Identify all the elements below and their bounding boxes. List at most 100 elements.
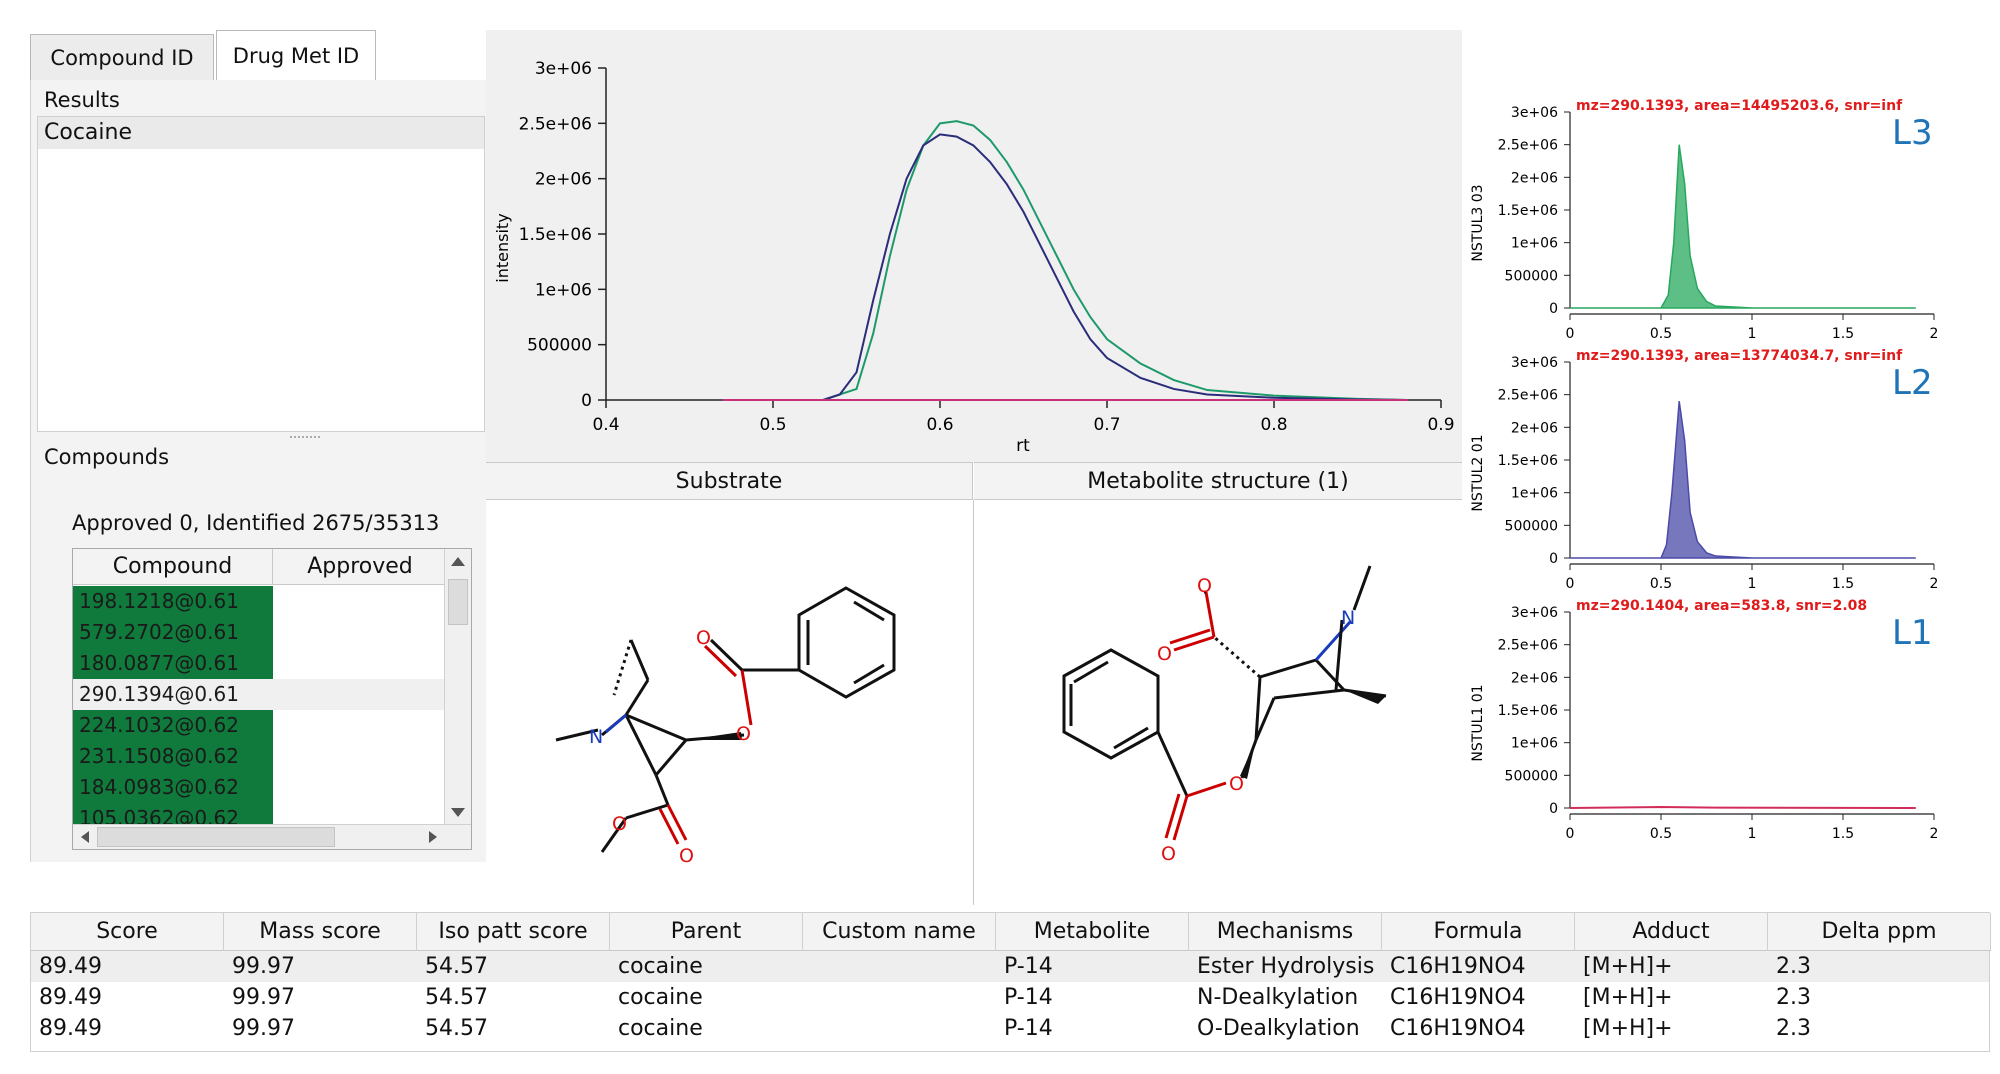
table-cell[interactable]: [M+H]+ (1583, 985, 1673, 1010)
table-cell[interactable] (803, 951, 996, 982)
table-row[interactable]: 180.0877@0.61 (73, 648, 273, 679)
table-cell[interactable] (803, 1013, 996, 1044)
sample-chart-L1[interactable]: 0 500000 1e+06 1.5e+06 2e+06 2.5e+06 3e+06 0 0.5… (1470, 598, 1938, 842)
y-tick-label: 3e+06 (1511, 605, 1558, 621)
scroll-right-icon[interactable] (429, 831, 437, 843)
scroll-thumb[interactable] (448, 579, 468, 625)
table-row[interactable]: 198.1218@0.61 (73, 586, 273, 617)
metabolite-results-table[interactable]: Score Mass score Iso patt score Parent Custo… (30, 912, 1991, 1052)
column-header[interactable]: Custom name (803, 913, 996, 951)
table-cell[interactable]: 2.3 (1776, 954, 1811, 979)
x-tick-label: 0.5 (1650, 576, 1672, 592)
table-row[interactable]: 231.1508@0.62 (73, 741, 273, 772)
scroll-down-icon[interactable] (451, 808, 465, 817)
list-item[interactable]: Cocaine (38, 117, 484, 149)
table-cell[interactable]: 2.3 (1776, 985, 1811, 1010)
table-cell[interactable]: 89.49 (39, 954, 102, 979)
column-header[interactable]: Formula (1382, 913, 1575, 951)
benzene-ring (797, 586, 896, 699)
table-row[interactable]: 224.1032@0.62 (73, 710, 273, 741)
x-tick-label: 0.7 (1093, 415, 1120, 435)
column-header[interactable]: Iso patt score (417, 913, 610, 951)
table-cell[interactable]: 89.49 (39, 1016, 102, 1041)
y-tick-label: 1.5e+06 (1498, 203, 1559, 219)
table-cell[interactable]: C16H19NO4 (1390, 985, 1526, 1010)
scroll-up-icon[interactable] (451, 557, 465, 566)
column-header-approved[interactable]: Approved (273, 549, 447, 585)
peak-area (1570, 401, 1916, 559)
table-row[interactable]: 579.2702@0.61 (73, 617, 273, 648)
nitrogen-atom: N (589, 726, 603, 748)
table-cell[interactable]: 54.57 (425, 954, 488, 979)
oxygen-atom: O (736, 723, 751, 745)
table-cell[interactable]: P-14 (1004, 954, 1053, 979)
table-row[interactable]: 184.0983@0.62 (73, 772, 273, 803)
tab-label: Compound ID (50, 45, 194, 70)
table-cell[interactable]: P-14 (1004, 1016, 1053, 1041)
table-cell[interactable]: cocaine (618, 954, 703, 979)
table-cell[interactable]: C16H19NO4 (1390, 954, 1526, 979)
oxygen-atom: O (679, 845, 694, 867)
y-axis-label: NSTUL3 03 (1470, 184, 1486, 261)
compounds-table[interactable]: Compound Approved 198.1218@0.61 579.2702@… (72, 548, 472, 850)
x-tick-label: 0.8 (1260, 415, 1287, 435)
y-tick-label: 1.5e+06 (519, 225, 592, 245)
table-cell[interactable]: N-Dealkylation (1197, 985, 1359, 1010)
column-header[interactable]: Delta ppm (1768, 913, 1991, 951)
table-cell[interactable]: P-14 (1004, 985, 1053, 1010)
chromatogram-chart[interactable]: 0 500000 1e+06 1.5e+06 2e+06 2.5e+06 3e+06 0.4 0… (486, 30, 1462, 462)
column-header-compound[interactable]: Compound (73, 549, 273, 585)
column-header[interactable]: Mechanisms (1189, 913, 1382, 951)
horizontal-scrollbar[interactable] (73, 824, 471, 849)
table-cell[interactable]: cocaine (618, 985, 703, 1010)
table-cell[interactable]: 89.49 (39, 985, 102, 1010)
scroll-thumb[interactable] (97, 827, 335, 847)
tab-drug-met-id[interactable]: Drug Met ID (216, 30, 376, 81)
y-tick-label: 1e+06 (1511, 486, 1558, 502)
table-cell[interactable]: 54.57 (425, 1016, 488, 1041)
column-header[interactable]: Score (31, 913, 224, 951)
sample-chromatogram-charts[interactable]: 0 500000 1e+06 1.5e+06 2e+06 2.5e+06 3e+06 0 0.5… (1462, 98, 1952, 858)
table-cell[interactable]: O-Dealkylation (1197, 1016, 1360, 1041)
table-cell[interactable]: 99.97 (232, 985, 295, 1010)
y-tick-label: 0 (1549, 301, 1558, 317)
sample-chart-L2[interactable]: 0 500000 1e+06 1.5e+06 2e+06 2.5e+06 3e+06 0 0.5… (1470, 348, 1938, 592)
sample-chart-L3[interactable]: 0 500000 1e+06 1.5e+06 2e+06 2.5e+06 3e+06 0 0.5… (1470, 98, 1938, 342)
x-axis-label: rt (1016, 436, 1030, 456)
x-tick-label: 1.5 (1832, 826, 1854, 842)
metabolite-molecule-drawing: O O N O O (1062, 565, 1387, 865)
table-cell[interactable]: Ester Hydrolysis (1197, 954, 1375, 979)
table-cell[interactable]: 99.97 (232, 1016, 295, 1041)
table-cell[interactable]: 99.97 (232, 954, 295, 979)
column-header[interactable]: Adduct (1575, 913, 1768, 951)
oxygen-atom: O (1197, 575, 1212, 597)
table-cell[interactable]: cocaine (618, 1016, 703, 1041)
table-cell[interactable]: 2.3 (1776, 1016, 1811, 1041)
y-tick-label: 1.5e+06 (1498, 703, 1559, 719)
table-cell[interactable]: 54.57 (425, 985, 488, 1010)
table-cell[interactable]: [M+H]+ (1583, 1016, 1673, 1041)
y-axis-label: NSTUL1 01 (1470, 684, 1486, 761)
y-tick-label: 0 (1549, 551, 1558, 567)
table-cell[interactable]: C16H19NO4 (1390, 1016, 1526, 1041)
column-header[interactable]: Mass score (224, 913, 417, 951)
chart-title: mz=290.1393, area=13774034.7, snr=inf (1576, 348, 1903, 364)
table-cell[interactable]: [M+H]+ (1583, 954, 1673, 979)
oxygen-atom: O (612, 813, 627, 835)
splitter-handle[interactable] (290, 436, 320, 440)
results-list[interactable]: Cocaine (37, 116, 485, 432)
y-tick-label: 1.5e+06 (1498, 453, 1559, 469)
scroll-left-icon[interactable] (81, 831, 89, 843)
y-tick-label: 2.5e+06 (1498, 638, 1559, 654)
tab-compound-id[interactable]: Compound ID (30, 34, 214, 80)
x-tick-label: 0.5 (1650, 826, 1672, 842)
sample-chromatograms: 0 500000 1e+06 1.5e+06 2e+06 2.5e+06 3e+06 0 0.5… (1462, 98, 1952, 858)
column-header[interactable]: Metabolite (996, 913, 1189, 951)
vertical-scrollbar[interactable] (444, 549, 471, 849)
table-row[interactable]: 290.1394@0.61 (73, 679, 446, 710)
x-tick-label: 1 (1748, 576, 1757, 592)
column-header[interactable]: Parent (610, 913, 803, 951)
y-axis-label: intensity (493, 213, 512, 282)
x-tick-label: 0 (1566, 826, 1575, 842)
table-cell[interactable] (803, 982, 996, 1013)
